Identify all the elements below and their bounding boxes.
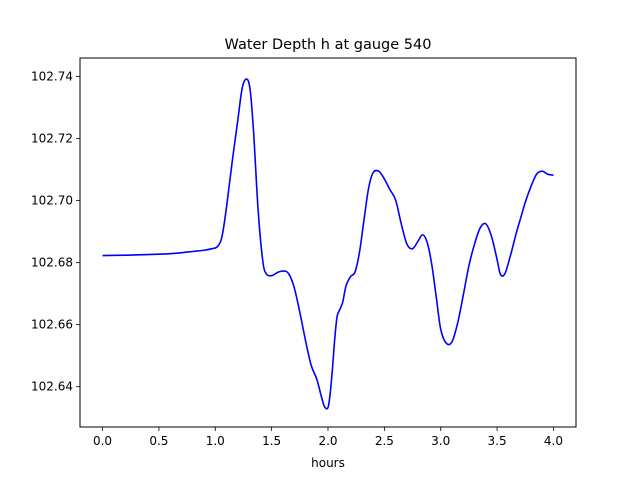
y-tick-label: 102.66	[31, 318, 73, 332]
x-tick-label: 0.0	[93, 434, 112, 448]
x-tick-label: 1.0	[206, 434, 225, 448]
x-tick-label: 1.5	[262, 434, 281, 448]
y-axis: 102.64 102.66 102.68 102.70 102.72 102.74	[31, 70, 80, 394]
y-tick-label: 102.64	[31, 380, 73, 394]
plot-area	[102, 78, 554, 410]
chart-title: Water Depth h at gauge 540	[225, 37, 432, 53]
x-tick-label: 4.0	[544, 434, 563, 448]
x-axis: 0.0 0.5 1.0 1.5 2.0 2.5 3.0 3.5 4.0	[93, 427, 563, 448]
series-line-0	[102, 78, 554, 410]
y-tick-label: 102.68	[31, 256, 73, 270]
x-tick-label: 2.5	[375, 434, 394, 448]
y-tick-label: 102.72	[31, 132, 73, 146]
x-tick-label: 3.0	[431, 434, 450, 448]
y-tick-label: 102.70	[31, 194, 73, 208]
x-tick-label: 3.5	[488, 434, 507, 448]
x-tick-label: 2.0	[318, 434, 337, 448]
plot-frame	[79, 57, 577, 428]
x-tick-label: 0.5	[149, 434, 168, 448]
y-tick-label: 102.74	[31, 70, 73, 84]
x-axis-label: hours	[311, 456, 345, 470]
